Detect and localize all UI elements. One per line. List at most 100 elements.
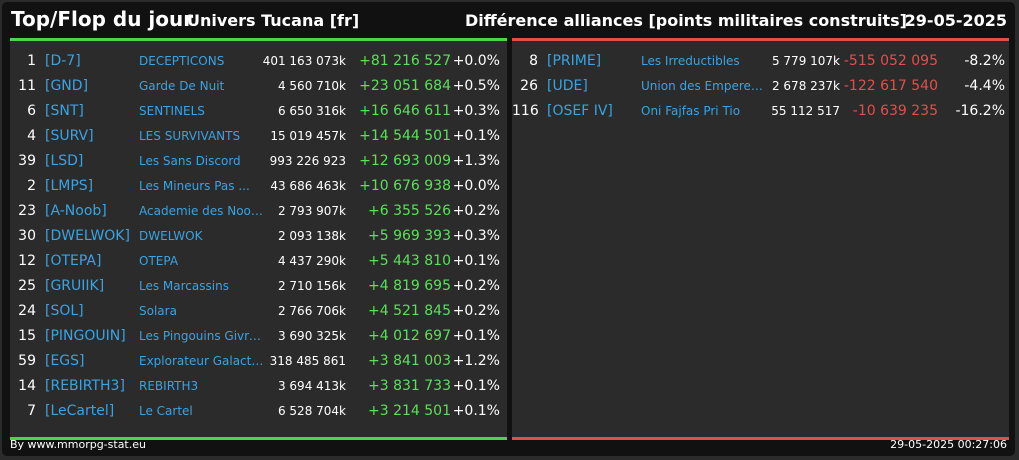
alliance-tag[interactable]: [SOL] <box>45 303 84 319</box>
difference: +10 676 938 <box>359 178 451 194</box>
rank: 4 <box>27 128 36 144</box>
universe-label: Univers Tucana [fr] <box>187 11 360 30</box>
points: 43 686 463k <box>270 179 346 193</box>
table-row: 4 [SURV] LES SURVIVANTS 15 019 457k +14 … <box>10 124 507 149</box>
rank: 15 <box>18 328 36 344</box>
rank: 11 <box>18 78 36 94</box>
points: 4 437 290k <box>277 254 346 268</box>
generated-timestamp: 29-05-2025 00:27:06 <box>890 438 1007 451</box>
rank: 14 <box>18 378 36 394</box>
table-row: 25 [GRUIIK] Les Marcassins 2 710 156k +4… <box>10 274 507 299</box>
alliance-tag[interactable]: [UDE] <box>547 78 588 94</box>
percent-change: +0.2% <box>452 203 500 219</box>
alliance-tag[interactable]: [SNT] <box>45 103 84 119</box>
table-row: 59 [EGS] Explorateur Galacti... 318 485 … <box>10 349 507 374</box>
rank: 26 <box>520 78 538 94</box>
table-row: 2 [LMPS] Les Mineurs Pas ... 43 686 463k… <box>10 174 507 199</box>
percent-change: +0.5% <box>452 78 500 94</box>
alliance-tag[interactable]: [EGS] <box>45 353 85 369</box>
table-row: 24 [SOL] Solara 2 766 706k +4 521 845 +0… <box>10 299 507 324</box>
rank: 12 <box>18 253 36 269</box>
table-row: 39 [LSD] Les Sans Discord 993 226 923 +1… <box>10 149 507 174</box>
difference: +4 012 697 <box>368 328 451 344</box>
rank: 6 <box>27 103 36 119</box>
top-losers-panel: 8 [PRIME] Les Irreductibles 5 779 107k -… <box>512 38 1009 440</box>
difference: +23 051 684 <box>359 78 451 94</box>
percent-change: -4.4% <box>964 78 1005 94</box>
rank: 23 <box>18 203 36 219</box>
rank: 8 <box>529 53 538 69</box>
difference: -10 639 235 <box>852 103 938 119</box>
alliance-tag[interactable]: [LSD] <box>45 153 84 169</box>
table-row: 116 [OSEF IV] Oni Fajfas Pri Tio 55 112 … <box>512 99 1009 124</box>
points: 3 694 413k <box>277 379 346 393</box>
rank: 2 <box>27 178 36 194</box>
points: 2 710 156k <box>277 279 346 293</box>
points: 401 163 073k <box>262 54 346 68</box>
difference: -122 617 540 <box>843 78 938 94</box>
points: 3 690 325k <box>277 329 346 343</box>
points: 15 019 457k <box>270 129 346 143</box>
alliance-tag[interactable]: [OSEF IV] <box>547 103 613 119</box>
difference: +6 355 526 <box>368 203 451 219</box>
alliance-tag[interactable]: [A-Noob] <box>45 203 107 219</box>
footer: By www.mmorpg-stat.eu 29-05-2025 00:27:0… <box>2 434 1015 456</box>
points: 6 528 704k <box>277 404 346 418</box>
table-row: 14 [REBIRTH3] REBIRTH3 3 694 413k +3 831… <box>10 374 507 399</box>
credit-link[interactable]: By www.mmorpg-stat.eu <box>10 438 146 451</box>
table-row: 15 [PINGOUIN] Les Pingouins Givre... 3 6… <box>10 324 507 349</box>
percent-change: +0.0% <box>452 53 500 69</box>
points: 318 485 861 <box>269 354 346 368</box>
alliance-tag[interactable]: [GND] <box>45 78 89 94</box>
points: 55 112 517 <box>771 104 840 118</box>
alliance-tag[interactable]: [LMPS] <box>45 178 94 194</box>
table-row: 6 [SNT] SENTINELS 6 650 316k +16 646 611… <box>10 99 507 124</box>
report-date: 29-05-2025 <box>904 11 1007 30</box>
alliance-tag[interactable]: [LeCartel] <box>45 403 115 419</box>
percent-change: +1.3% <box>452 153 500 169</box>
table-row: 26 [UDE] Union des Empereur... 2 678 237… <box>512 74 1009 99</box>
table-row: 1 [D-7] DECEPTICONS 401 163 073k +81 216… <box>10 49 507 74</box>
percent-change: +0.1% <box>452 403 500 419</box>
percent-change: +0.3% <box>452 103 500 119</box>
alliance-tag[interactable]: [SURV] <box>45 128 94 144</box>
rank: 30 <box>18 228 36 244</box>
header: Top/Flop du jour Univers Tucana [fr] Dif… <box>2 2 1015 38</box>
percent-change: +0.2% <box>452 278 500 294</box>
points: 2 793 907k <box>277 204 346 218</box>
percent-change: -8.2% <box>964 53 1005 69</box>
difference: +16 646 611 <box>359 103 451 119</box>
difference: +5 969 393 <box>368 228 451 244</box>
points: 2 678 237k <box>771 79 840 93</box>
percent-change: +0.0% <box>452 178 500 194</box>
rank: 24 <box>18 303 36 319</box>
percent-change: +0.2% <box>452 303 500 319</box>
table-row: 7 [LeCartel] Le Cartel 6 528 704k +3 214… <box>10 399 507 424</box>
percent-change: +0.1% <box>452 128 500 144</box>
percent-change: +1.2% <box>452 353 500 369</box>
alliance-tag[interactable]: [PRIME] <box>547 53 602 69</box>
rank: 59 <box>18 353 36 369</box>
difference: +5 443 810 <box>368 253 451 269</box>
rank: 39 <box>18 153 36 169</box>
page-title: Top/Flop du jour <box>11 7 194 31</box>
difference: +4 521 845 <box>368 303 451 319</box>
points: 993 226 923 <box>269 154 346 168</box>
points: 2 766 706k <box>277 304 346 318</box>
alliance-tag[interactable]: [OTEPA] <box>45 253 102 269</box>
percent-change: +0.1% <box>452 253 500 269</box>
table-row: 8 [PRIME] Les Irreductibles 5 779 107k -… <box>512 49 1009 74</box>
rank: 1 <box>27 53 36 69</box>
difference: +12 693 009 <box>359 153 451 169</box>
alliance-tag[interactable]: [REBIRTH3] <box>45 378 125 394</box>
alliance-tag[interactable]: [D-7] <box>45 53 81 69</box>
alliance-tag[interactable]: [GRUIIK] <box>45 278 105 294</box>
alliance-tag[interactable]: [PINGOUIN] <box>45 328 126 344</box>
percent-change: +0.1% <box>452 378 500 394</box>
points: 6 650 316k <box>277 104 346 118</box>
percent-change: +0.3% <box>452 228 500 244</box>
difference: +3 214 501 <box>368 403 451 419</box>
difference: +4 819 695 <box>368 278 451 294</box>
alliance-tag[interactable]: [DWELWOK] <box>45 228 130 244</box>
